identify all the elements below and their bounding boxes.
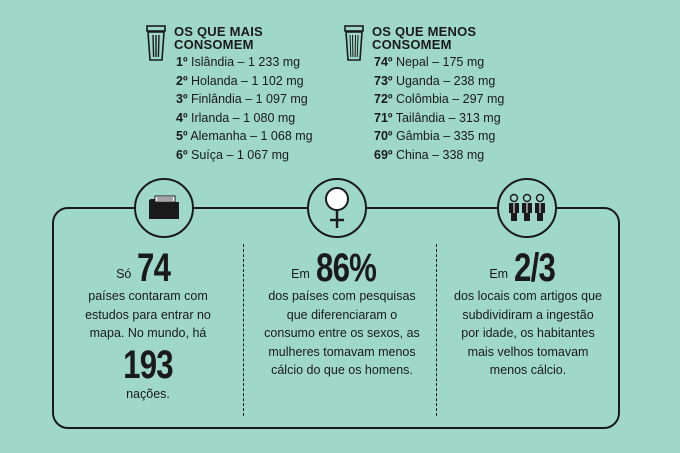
ranking-position: 69º (374, 147, 393, 162)
panel-divider (243, 244, 244, 416)
ranking-item: 4º Irlanda – 1 080 mg (176, 109, 313, 128)
ranking-item: 69º China – 338 mg (374, 146, 504, 165)
ranking-position: 73º (374, 73, 393, 88)
milk-glass-empty-icon (344, 25, 364, 61)
stat-description: países contaram com estudos para entrar … (85, 289, 211, 341)
ranking-country-value: China – 338 mg (392, 147, 485, 162)
ranking-country-value: Suíça – 1 067 mg (187, 147, 289, 162)
stat-description: dos países com pesquisas que diferenciar… (264, 289, 420, 378)
stat-description: dos locais com artigos que subdividiram … (454, 289, 602, 378)
ranking-position: 5º (176, 129, 188, 144)
ranking-item: 72º Colômbia – 297 mg (374, 90, 504, 109)
stat-elderly: Em 2/3 dos locais com artigos que subdiv… (448, 246, 608, 379)
stat-suffix: nações. (126, 386, 170, 401)
stat-lead: Em 2/3 (448, 246, 608, 290)
panel-divider (436, 244, 437, 416)
stat-prefix: Em (489, 267, 509, 281)
ranking-position: 4º (176, 110, 188, 125)
ranking-least-header: OS QUE MENOS CONSOMEM (344, 24, 504, 61)
stat-big-number: 2/3 (514, 246, 556, 290)
ranking-item: 2º Holanda – 1 102 mg (176, 72, 313, 91)
people-group-icon (509, 193, 545, 221)
ranking-country-value: Nepal – 175 mg (392, 55, 485, 69)
stat-big-number: 86% (315, 246, 377, 290)
ranking-position: 70º (374, 129, 393, 144)
ranking-country-value: Gâmbia – 335 mg (392, 129, 496, 144)
ranking-most-header: OS QUE MAIS CONSOMEM (146, 24, 313, 61)
ranking-least-title: OS QUE MENOS CONSOMEM (372, 24, 477, 52)
stat-big-number-2: 193 (123, 342, 174, 387)
ranking-item: 73º Uganda – 238 mg (374, 72, 504, 91)
ranking-position: 1º (176, 55, 188, 69)
stat-lead: Só 74 (68, 246, 228, 290)
ranking-most: OS QUE MAIS CONSOMEM 1º Islândia – 1 233… (146, 24, 313, 165)
female-symbol-icon-circle (307, 178, 367, 238)
ranking-least-list: 74º Nepal – 175 mg 73º Uganda – 238 mg 72º… (374, 53, 504, 165)
ranking-item: 70º Gâmbia – 335 mg (374, 127, 504, 146)
ranking-position: 74º (374, 55, 393, 69)
ranking-position: 6º (176, 147, 188, 162)
ranking-most-list: 1º Islândia – 1 233 mg 2º Holanda – 1 102… (176, 53, 313, 165)
ranking-country-value: Holanda – 1 102 mg (187, 73, 304, 88)
people-group-icon-circle (497, 178, 557, 238)
ranking-position: 2º (176, 73, 188, 88)
ranking-country-value: Irlanda – 1 080 mg (187, 110, 296, 125)
ranking-position: 72º (374, 92, 393, 107)
stat-prefix: Só (116, 267, 132, 281)
ranking-item: 6º Suíça – 1 067 mg (176, 146, 313, 165)
ranking-country-value: Alemanha – 1 068 mg (187, 129, 313, 144)
folder-icon-circle (134, 178, 194, 238)
ranking-item: 74º Nepal – 175 mg (374, 53, 504, 72)
ranking-item: 5º Alemanha – 1 068 mg (176, 127, 313, 146)
ranking-position: 71º (374, 110, 393, 125)
stat-women: Em 86% dos países com pesquisas que dife… (262, 246, 422, 379)
ranking-country-value: Finlândia – 1 097 mg (187, 92, 308, 107)
ranking-country-value: Tailândia – 313 mg (392, 110, 501, 125)
ranking-position: 3º (176, 92, 188, 107)
milk-glass-full-icon (146, 25, 166, 61)
female-symbol-icon (325, 187, 349, 228)
ranking-least: OS QUE MENOS CONSOMEM 74º Nepal – 175 mg… (344, 24, 504, 165)
stat-big-number: 74 (137, 246, 171, 290)
ranking-item: 1º Islândia – 1 233 mg (176, 53, 313, 72)
stat-countries: Só 74 países contaram com estudos para e… (68, 246, 228, 403)
ranking-country-value: Uganda – 238 mg (392, 73, 496, 88)
folder-icon (149, 195, 179, 219)
stat-prefix: Em (291, 267, 310, 281)
ranking-item: 3º Finlândia – 1 097 mg (176, 90, 313, 109)
stat-lead: Em 86% (262, 246, 422, 290)
ranking-most-title: OS QUE MAIS CONSOMEM (174, 24, 263, 52)
ranking-country-value: Islândia – 1 233 mg (187, 55, 301, 69)
ranking-item: 71º Tailândia – 313 mg (374, 109, 504, 128)
ranking-country-value: Colômbia – 297 mg (392, 92, 505, 107)
